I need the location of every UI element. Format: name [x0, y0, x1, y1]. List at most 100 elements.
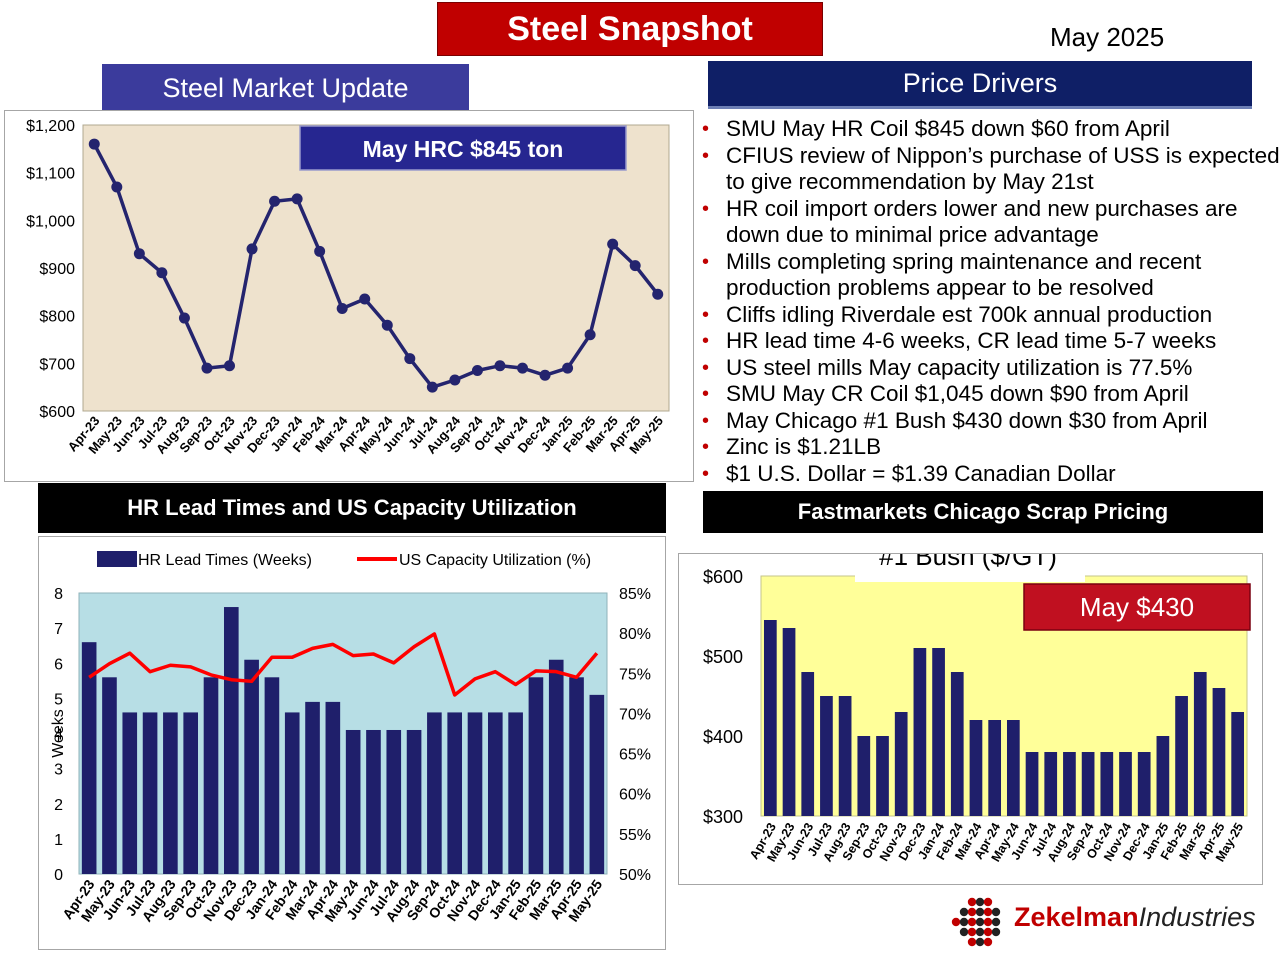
price-driver-text: US steel mills May capacity utilization … [726, 354, 1193, 380]
hrc-point [336, 303, 348, 315]
price-driver-item: • Mills completing spring maintenance and… [700, 249, 1280, 302]
scrap-bar [1175, 696, 1188, 816]
scrap-bar [857, 736, 871, 816]
lead-chart-panel: HR Lead Times (Weeks) US Capacity Utiliza… [38, 536, 666, 950]
hrc-point [88, 138, 100, 150]
lead-bar [203, 677, 219, 874]
logo-name-bold: Zekelman [1014, 902, 1139, 932]
lead-times-chart: HR Lead Times (Weeks) US Capacity Utiliza… [50, 551, 651, 925]
lead-bar [244, 659, 259, 874]
company-logo: ZekelmanIndustries [948, 894, 1268, 950]
report-date: May 2025 [1050, 22, 1165, 52]
hrc-point [426, 381, 438, 393]
price-driver-text: Mills completing spring maintenance and … [726, 248, 1202, 301]
lead-bar [284, 712, 300, 874]
util-y-tick: 55% [619, 827, 651, 844]
scrap-bar [950, 672, 964, 816]
logo-mark-icon [951, 897, 1001, 947]
scrap-bar [1063, 752, 1076, 816]
hrc-y-tick: $1,200 [26, 118, 75, 135]
scrap-bar [820, 696, 833, 816]
util-y-tick: 60% [619, 787, 651, 804]
hrc-y-tick: $800 [39, 309, 75, 326]
lead-bar [447, 712, 463, 874]
page-title: Steel Snapshot [437, 2, 823, 56]
hrc-point [607, 238, 619, 250]
lead-plot-area [78, 592, 608, 875]
scrap-bar [1137, 752, 1151, 816]
lead-y-tick: 1 [54, 832, 63, 849]
price-driver-text: Cliffs idling Riverdale est 700k annual … [726, 301, 1213, 327]
lead-bar [183, 712, 199, 874]
util-y-tick: 70% [619, 706, 651, 723]
price-driver-text: SMU May HR Coil $845 down $60 from April [726, 116, 1170, 141]
lead-bar [589, 694, 605, 874]
bullet-icon: • [702, 303, 710, 326]
scrap-bar [1119, 752, 1132, 816]
scrap-header: Fastmarkets Chicago Scrap Pricing [703, 491, 1263, 533]
price-driver-text: May Chicago #1 Bush $430 down $30 from A… [726, 407, 1208, 433]
hrc-point [629, 260, 641, 272]
lead-y-tick: 0 [54, 867, 63, 884]
bullet-icon: • [702, 144, 710, 167]
hrc-point [224, 360, 235, 372]
lead-bar [142, 712, 158, 874]
scrap-callout-text: May $430 [1080, 592, 1194, 622]
price-driver-item: • US steel mills May capacity utilization… [700, 355, 1280, 382]
market-update-header: Steel Market Update [102, 64, 469, 112]
legend-label-util: US Capacity Utilization (%) [399, 552, 591, 569]
hrc-point [652, 288, 664, 300]
price-driver-text: Zinc is $1.21LB [726, 434, 882, 459]
hrc-point [359, 293, 371, 305]
scrap-title-bg [855, 554, 1085, 582]
hrc-y-tick: $900 [39, 261, 75, 278]
lead-y-tick: 8 [54, 586, 63, 603]
hrc-point [539, 369, 551, 381]
legend-label-lead: HR Lead Times (Weeks) [138, 552, 312, 569]
scrap-chart: #1 Bush ($/GT)$600$500$400$300Apr-23May-… [703, 554, 1251, 864]
lead-bar [569, 677, 584, 874]
scrap-callout: May $430 [1023, 583, 1251, 631]
price-driver-item: • Zinc is $1.21LB [700, 434, 1280, 461]
hrc-y-tick: $700 [39, 356, 75, 373]
hrc-point [471, 364, 483, 376]
util-y-tick: 75% [619, 666, 651, 683]
price-driver-text: HR coil import orders lower and new purc… [726, 195, 1238, 248]
scrap-bar [969, 720, 983, 816]
scrap-chart-title: #1 Bush ($/GT) [879, 554, 1057, 571]
lead-bar [366, 729, 381, 874]
hrc-y-tick: $600 [39, 404, 75, 421]
bullet-icon: • [702, 197, 710, 220]
bullet-icon: • [702, 409, 710, 432]
scrap-bar [876, 736, 889, 816]
scrap-bar [988, 720, 1002, 816]
scrap-bar [1025, 752, 1039, 816]
price-driver-text: HR lead time 4-6 weeks, CR lead time 5-7… [726, 328, 1217, 353]
scrap-y-tick: $500 [703, 647, 743, 667]
hrc-point [404, 353, 416, 365]
lead-bar [102, 677, 117, 874]
lead-y-tick: 5 [54, 691, 63, 708]
bullet-icon: • [702, 356, 710, 379]
hrc-point [291, 193, 303, 205]
hrc-y-tick: $1,100 [26, 166, 75, 183]
scrap-y-tick: $600 [703, 567, 743, 587]
price-driver-item: • Cliffs idling Riverdale est 700k annual… [700, 302, 1280, 329]
bullet-icon: • [702, 436, 710, 458]
lead-bar [386, 729, 402, 874]
hrc-y-tick: $1,000 [26, 213, 75, 230]
hrc-point [584, 329, 596, 341]
price-driver-item: • CFIUS review of Nippon’s purchase of US… [700, 143, 1280, 196]
scrap-bar [894, 712, 908, 816]
lead-bar [81, 642, 97, 874]
hrc-callout-text: May HRC $845 ton [363, 136, 564, 162]
util-y-tick: 50% [619, 867, 651, 884]
price-driver-item: • SMU May HR Coil $845 down $60 from Apri… [700, 116, 1280, 143]
hrc-callout: May HRC $845 ton [299, 125, 627, 171]
scrap-bar [1231, 712, 1245, 816]
hrc-point [381, 319, 393, 331]
hrc-point [201, 362, 213, 374]
hrc-chart-panel: $1,200 $1,100 $1,000 $900 $800 $700 $600 Apr-23… [4, 110, 694, 482]
lead-y-tick: 2 [54, 797, 63, 814]
price-driver-text: SMU May CR Coil $1,045 down $90 from Apr… [726, 381, 1189, 406]
